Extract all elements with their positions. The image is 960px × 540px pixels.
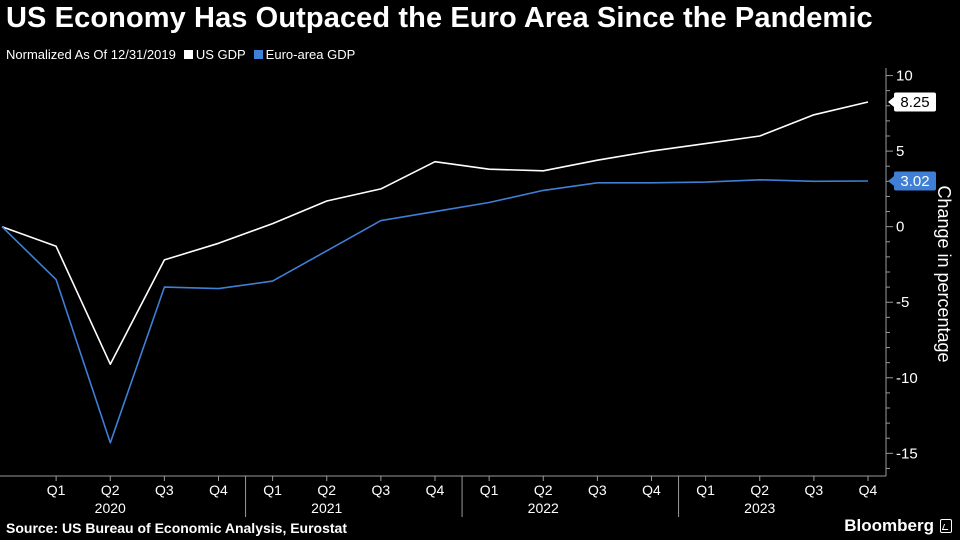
x-tick-label: Q1 bbox=[47, 482, 66, 498]
subtitle-legend-row: Normalized As Of 12/31/2019 US GDP Euro-… bbox=[6, 47, 355, 62]
series-line-euro-area-gdp bbox=[1, 179, 869, 444]
legend-label-euro-gdp: Euro-area GDP bbox=[265, 47, 356, 62]
end-labels: 8.25 3.02 bbox=[888, 92, 936, 191]
x-tick-label: Q2 bbox=[534, 482, 553, 498]
y-tick-label: -15 bbox=[896, 445, 918, 462]
brand: Bloomberg bbox=[844, 516, 952, 536]
y-axis: 10 5 0 -5 -10 -15 bbox=[885, 68, 918, 476]
bloomberg-logo-icon bbox=[940, 519, 952, 533]
chart-subtitle: Normalized As Of 12/31/2019 bbox=[6, 47, 176, 62]
x-tick-label: Q4 bbox=[426, 482, 445, 498]
y-tick-label: -10 bbox=[896, 370, 918, 387]
year-label: 2021 bbox=[311, 500, 342, 516]
y-tick-label: 5 bbox=[896, 143, 904, 160]
chart-title: US Economy Has Outpaced the Euro Area Si… bbox=[6, 2, 873, 34]
series-line-us-gdp bbox=[1, 101, 869, 366]
x-tick-label: Q4 bbox=[642, 482, 661, 498]
y-axis-label: Change in percentage bbox=[934, 185, 954, 362]
end-label-pointer bbox=[888, 176, 894, 187]
x-tick-label: Q2 bbox=[750, 482, 769, 498]
source-note: Source: US Bureau of Economic Analysis, … bbox=[6, 520, 348, 536]
x-tick-label: Q3 bbox=[372, 482, 391, 498]
year-label: 2020 bbox=[95, 500, 126, 516]
y-tick-label: 0 bbox=[896, 219, 904, 236]
x-tick-label: Q1 bbox=[696, 482, 715, 498]
legend-item-us-gdp: US GDP bbox=[183, 47, 246, 62]
brand-name: Bloomberg bbox=[844, 516, 934, 535]
y-tick-label: 10 bbox=[896, 68, 913, 85]
end-label-box bbox=[894, 92, 936, 112]
legend-swatch-euro-gdp bbox=[253, 50, 263, 59]
series-layer bbox=[1, 101, 869, 444]
x-axis: Q1 Q2 Q3 Q4 Q1 Q2 Q3 Q4 Q1 Q2 Q3 Q4 Q1 Q2 Q3 Q4 2020 2021… bbox=[0, 475, 886, 517]
end-label-value: 3.02 bbox=[900, 173, 929, 190]
legend-item-euro-gdp: Euro-area GDP bbox=[253, 47, 356, 62]
x-tick-label: Q3 bbox=[588, 482, 607, 498]
x-tick-label: Q3 bbox=[805, 482, 824, 498]
x-tick-label: Q2 bbox=[101, 482, 120, 498]
x-tick-label: Q2 bbox=[317, 482, 336, 498]
x-tick-label: Q1 bbox=[263, 482, 282, 498]
end-label-value: 8.25 bbox=[900, 94, 929, 111]
x-tick-label: Q1 bbox=[480, 482, 499, 498]
end-label-box bbox=[894, 171, 936, 191]
legend-swatch-us-gdp bbox=[183, 50, 193, 59]
x-tick-label: Q3 bbox=[155, 482, 174, 498]
x-tick-label: Q4 bbox=[859, 482, 878, 498]
year-label: 2022 bbox=[528, 500, 559, 516]
end-label-pointer bbox=[888, 97, 894, 107]
year-label: 2023 bbox=[744, 500, 775, 516]
legend-label-us-gdp: US GDP bbox=[195, 47, 246, 62]
x-tick-label: Q4 bbox=[209, 482, 228, 498]
y-tick-label: -5 bbox=[896, 294, 909, 311]
